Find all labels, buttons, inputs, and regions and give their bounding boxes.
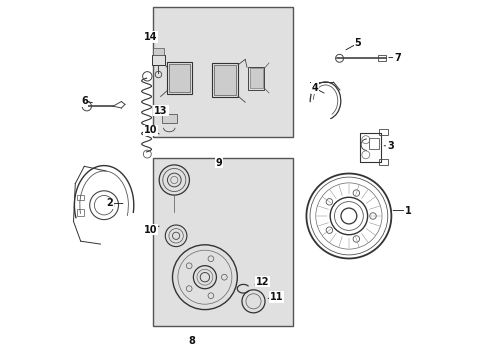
Bar [168,64,189,92]
Bar [379,159,387,165]
Bar [247,67,264,90]
Bar [212,63,238,97]
Text: 9: 9 [216,158,222,168]
Bar [368,138,378,149]
Text: 10: 10 [144,225,157,235]
Text: 7: 7 [393,53,400,63]
Bar [152,48,163,55]
Text: 2: 2 [106,198,113,208]
Text: 8: 8 [188,336,195,346]
Bar [167,62,191,94]
Text: 4: 4 [311,83,317,93]
Text: 11: 11 [269,292,283,302]
Text: 3: 3 [386,141,393,151]
Text: 1: 1 [404,206,411,216]
Bar [162,114,177,123]
Bar [377,55,386,61]
Bar [379,129,387,135]
Text: 13: 13 [154,105,167,116]
Text: 6: 6 [81,96,87,106]
Text: 5: 5 [354,38,361,48]
Text: 14: 14 [144,32,157,42]
Bar [213,65,236,95]
Bar [77,209,84,216]
Text: 10: 10 [144,125,157,135]
Bar [151,55,165,65]
Text: 12: 12 [255,276,269,287]
Bar [152,158,292,326]
Bar [152,7,292,137]
Bar [77,195,84,200]
Bar [360,133,381,162]
Bar [249,68,262,88]
